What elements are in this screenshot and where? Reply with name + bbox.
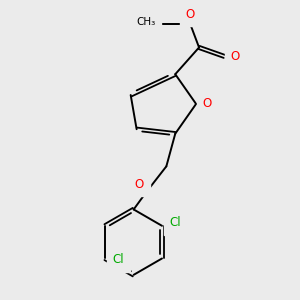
Text: O: O: [185, 8, 195, 21]
Text: Cl: Cl: [169, 216, 181, 229]
Text: O: O: [135, 178, 144, 191]
Text: Cl: Cl: [113, 254, 124, 266]
Text: O: O: [202, 98, 212, 110]
Text: CH₃: CH₃: [137, 17, 156, 27]
Text: O: O: [230, 50, 239, 63]
